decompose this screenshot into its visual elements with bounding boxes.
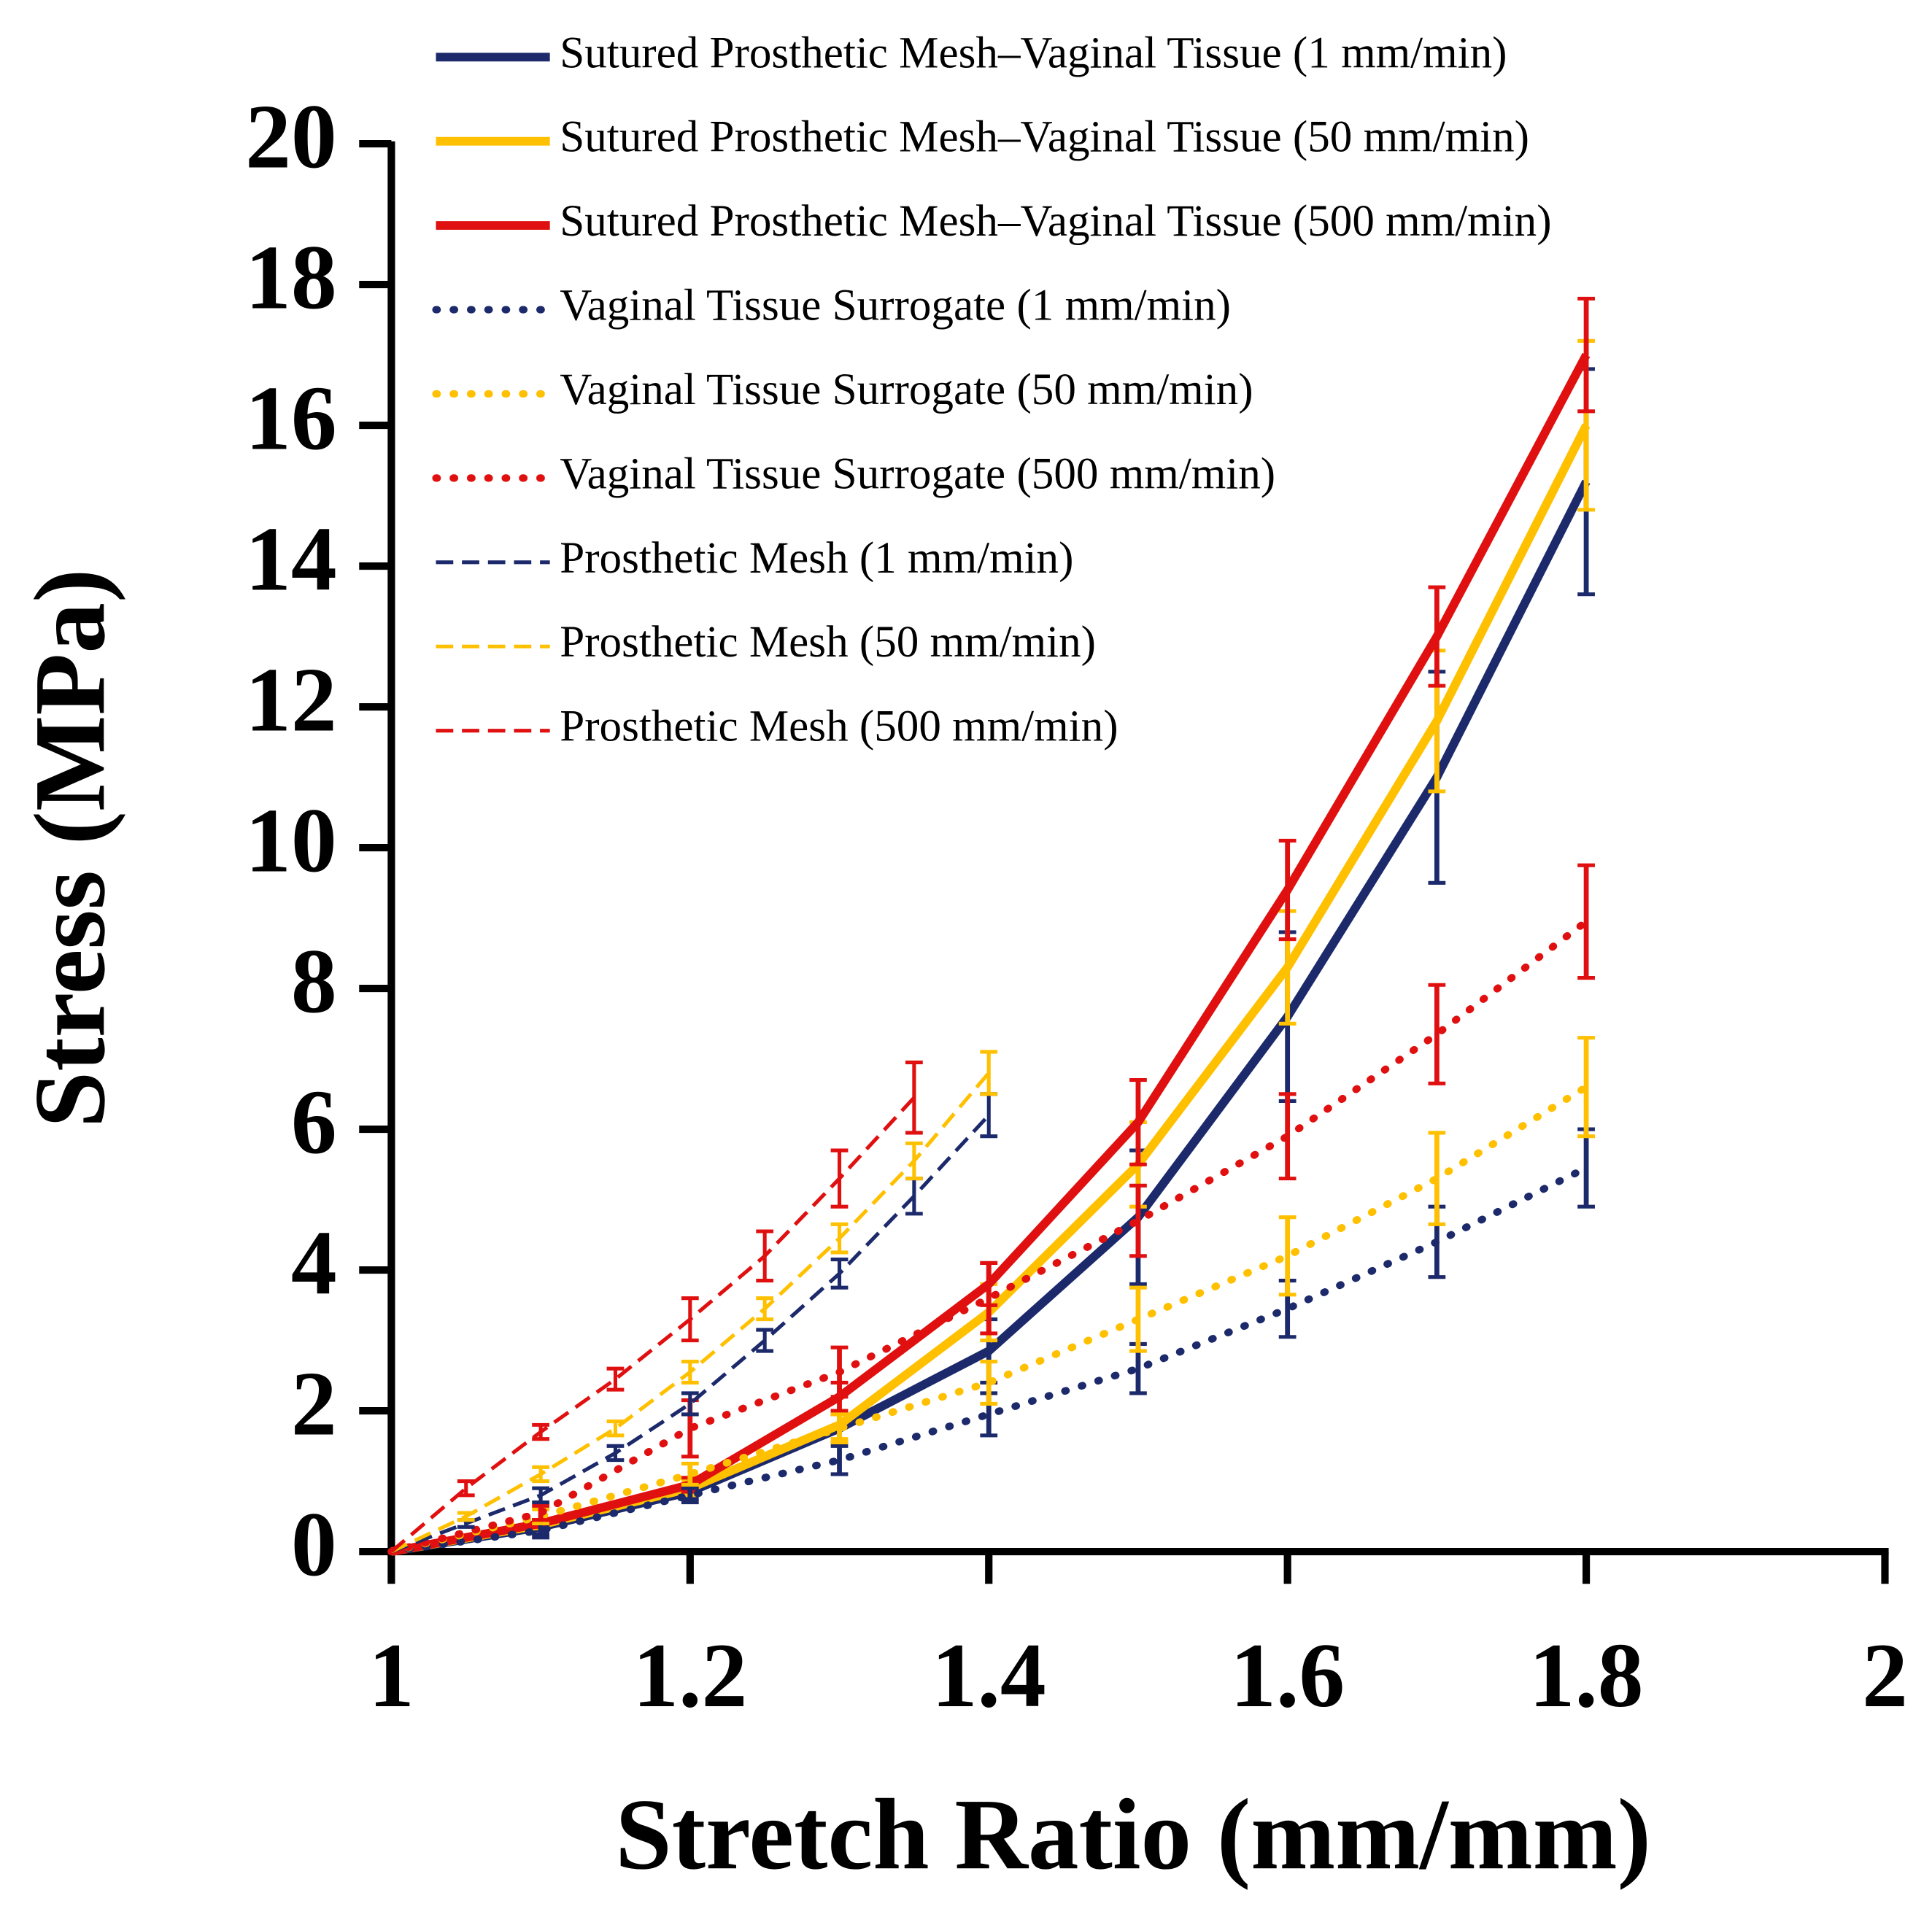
y-tick-label: 20 <box>245 86 337 187</box>
y-tick-label: 2 <box>291 1353 337 1455</box>
series-line <box>390 1114 991 1554</box>
y-tick-label: 14 <box>245 508 337 610</box>
x-axis-title: Stretch Ratio (mm/mm) <box>615 1778 1651 1891</box>
x-tick-label: 1.8 <box>1529 1625 1644 1727</box>
legend-label: Sutured Prosthetic Mesh–Vaginal Tissue (… <box>560 113 1529 162</box>
y-tick-label: 0 <box>291 1494 337 1595</box>
y-tick-label: 10 <box>245 790 337 891</box>
series-line <box>387 918 1591 1556</box>
legend-label: Sutured Prosthetic Mesh–Vaginal Tissue (… <box>560 197 1551 246</box>
series-line <box>390 1096 916 1554</box>
legend-label: Prosthetic Mesh (1 mm/min) <box>560 534 1073 583</box>
x-tick-label: 1.2 <box>633 1625 747 1727</box>
legend-label: Prosthetic Mesh (50 mm/min) <box>560 618 1096 667</box>
x-tick-label: 1.6 <box>1230 1625 1345 1727</box>
y-tick-label: 6 <box>291 1072 337 1173</box>
legend-label: Vaginal Tissue Surrogate (50 mm/min) <box>560 365 1253 414</box>
legend-label: Prosthetic Mesh (500 mm/min) <box>560 702 1118 751</box>
legend-label: Vaginal Tissue Surrogate (1 mm/min) <box>560 282 1231 330</box>
y-tick-label: 8 <box>291 931 337 1032</box>
x-tick-label: 1.4 <box>932 1625 1046 1727</box>
series-line <box>387 1164 1591 1556</box>
series-line <box>387 1083 1591 1556</box>
y-tick-label: 18 <box>245 227 337 328</box>
legend-label: Sutured Prosthetic Mesh–Vaginal Tissue (… <box>560 28 1507 77</box>
y-tick-label: 16 <box>245 368 337 469</box>
series-line <box>390 1072 991 1554</box>
legend-label: Vaginal Tissue Surrogate (500 mm/min) <box>560 449 1275 498</box>
y-tick-label: 4 <box>291 1212 337 1314</box>
y-axis-title: Stress (MPa) <box>14 569 126 1128</box>
y-tick-label: 12 <box>245 649 337 751</box>
x-tick-label: 2 <box>1862 1625 1908 1727</box>
x-tick-label: 1 <box>368 1625 414 1727</box>
